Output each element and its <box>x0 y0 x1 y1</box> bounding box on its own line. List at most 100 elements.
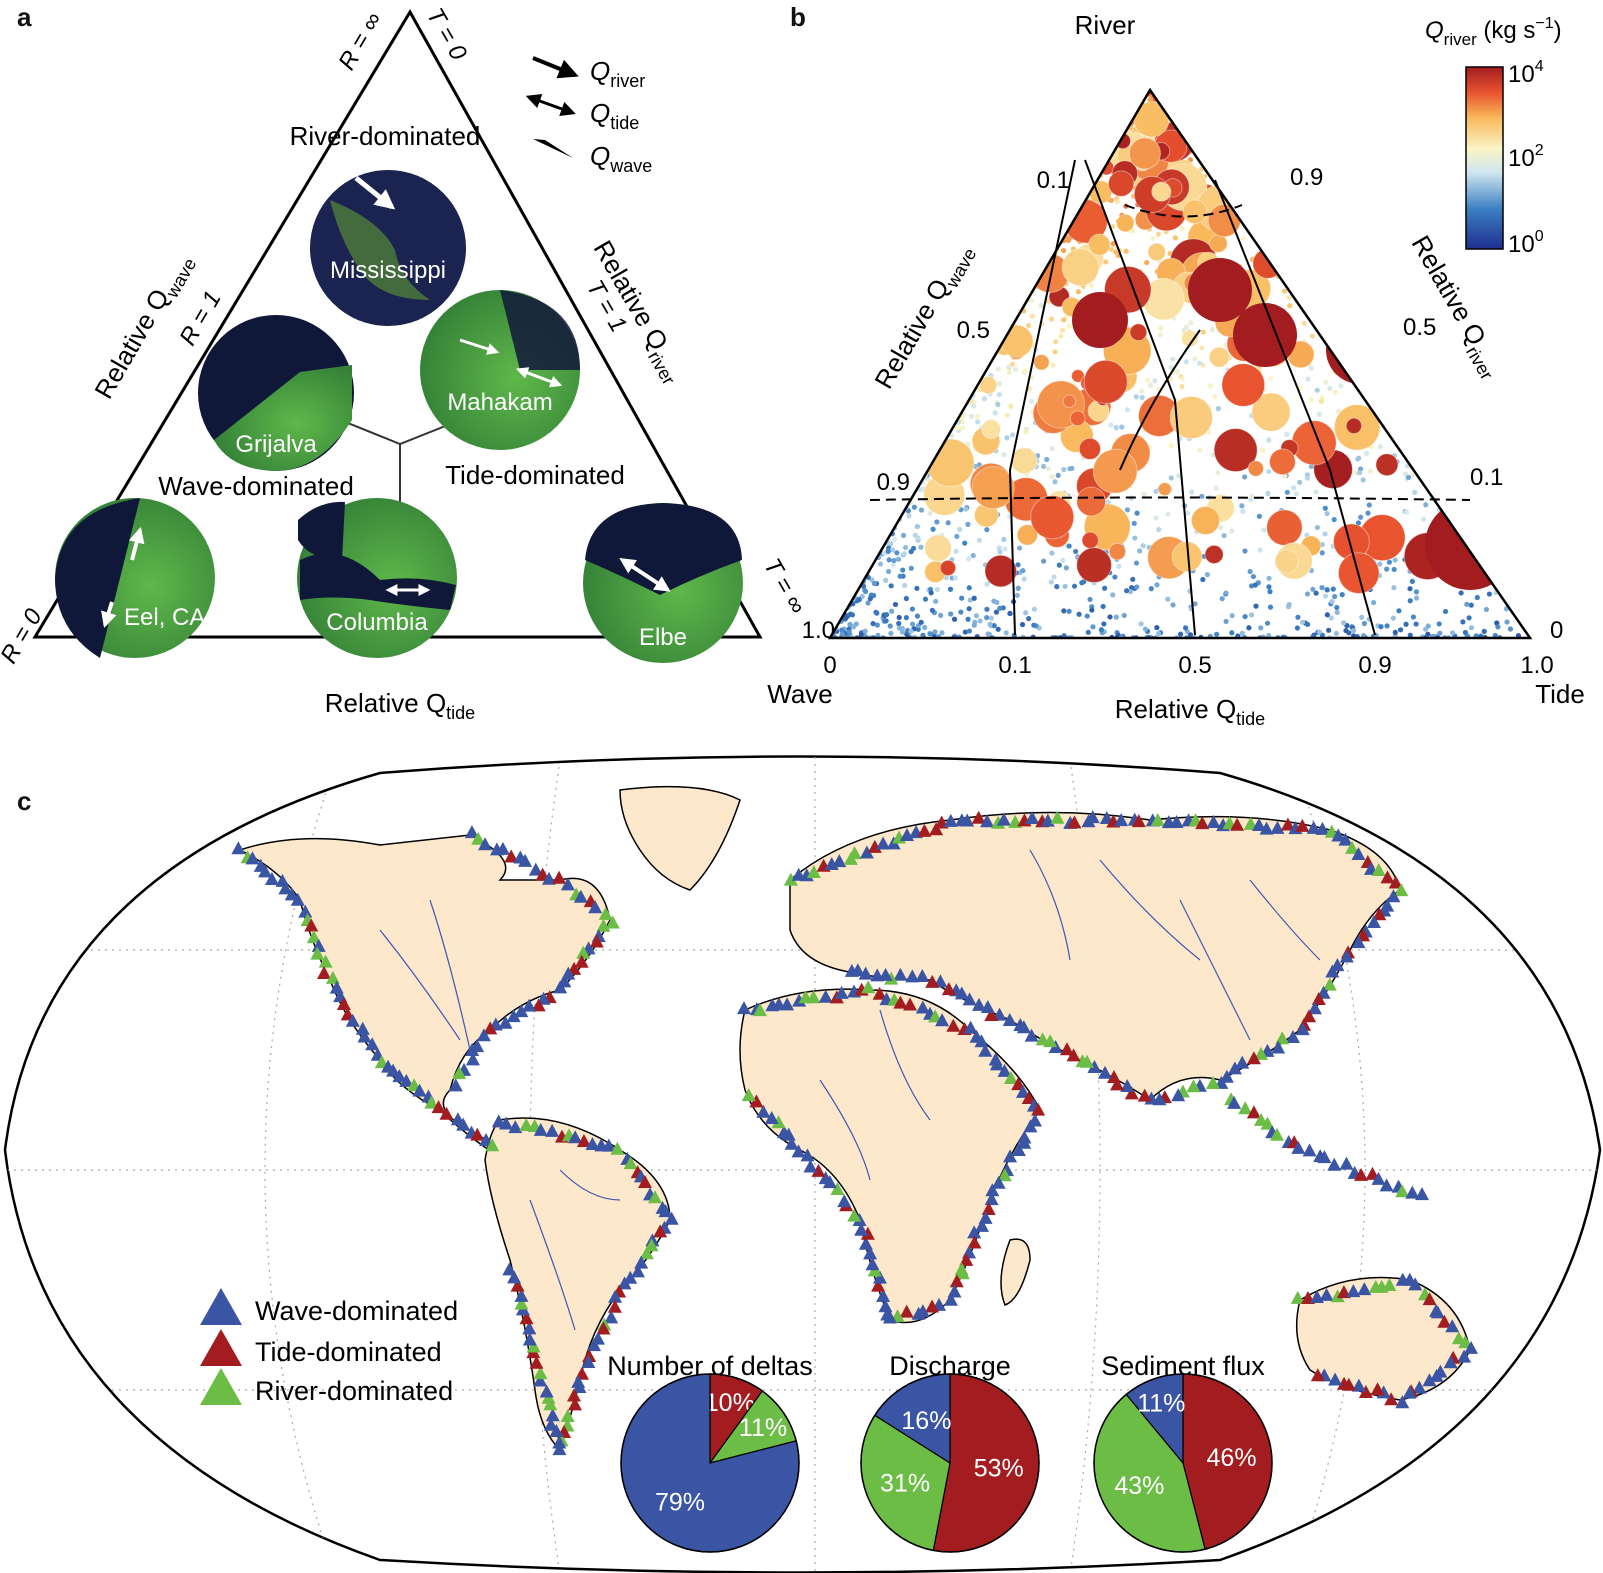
delta-marker <box>1311 991 1326 1005</box>
continents <box>238 785 1471 1452</box>
scatter-point <box>843 615 849 621</box>
scatter-point <box>1052 479 1058 485</box>
scatter-point <box>1062 394 1077 408</box>
scatter-point <box>1002 546 1008 552</box>
delta-marker <box>431 1100 446 1114</box>
corner-label-river: River <box>1075 10 1136 40</box>
delta-grijalva: Grijalva <box>198 315 354 471</box>
scatter-point <box>1410 614 1417 620</box>
panel-a: River-dominated Wave-dominated Tide-domi… <box>0 4 811 723</box>
delta-marker <box>832 854 847 868</box>
scatter-point <box>1248 493 1255 499</box>
delta-marker <box>552 870 567 884</box>
scatter-point <box>1100 603 1106 610</box>
delta-marker <box>997 1168 1012 1182</box>
delta-marker <box>980 814 995 828</box>
delta-marker <box>1290 1290 1305 1304</box>
scatter-point <box>953 548 959 554</box>
delta-marker <box>504 849 519 863</box>
scatter-point <box>1264 620 1271 626</box>
right-tick-3: 0 <box>1550 617 1563 644</box>
delta-marker <box>925 974 940 988</box>
delta-marker <box>792 993 807 1007</box>
delta-marker <box>1372 907 1387 921</box>
scatter-point <box>1377 561 1383 567</box>
delta-marker <box>1338 832 1353 846</box>
pie-label: 16% <box>901 1407 951 1435</box>
scatter-point <box>1015 562 1021 568</box>
delta-marker <box>1097 1065 1112 1079</box>
scatter-point <box>1088 282 1094 289</box>
delta-marker <box>984 1007 999 1021</box>
delta-marker <box>1339 1156 1354 1170</box>
delta-marker <box>1013 1017 1028 1031</box>
delta-marker <box>502 1262 517 1276</box>
scatter-point <box>1359 614 1365 620</box>
delta-marker <box>1395 1395 1410 1409</box>
scatter-point <box>1187 632 1194 638</box>
svg-text:Relative Qriver: Relative Qriver <box>1401 230 1510 383</box>
scatter-point <box>1219 596 1225 602</box>
right-tick-2: 0.1 <box>1470 464 1503 491</box>
delta-marker <box>476 1028 491 1042</box>
scatter-point <box>1267 604 1274 610</box>
delta-marker <box>1351 935 1366 949</box>
scatter-point <box>1142 626 1149 632</box>
scatter-point <box>1407 598 1413 604</box>
scatter-point <box>900 532 907 538</box>
delta-marker <box>1402 1385 1417 1399</box>
delta-marker <box>598 906 613 920</box>
scatter-point <box>1192 356 1198 362</box>
scatter-point <box>997 549 1003 555</box>
scatter-point <box>888 630 894 636</box>
scatter-point <box>1061 466 1067 473</box>
scatter-point <box>1182 199 1208 225</box>
scatter-point <box>1392 629 1398 635</box>
delta-marker <box>605 915 620 929</box>
delta-eel: Eel, CA <box>55 498 215 658</box>
delta-marker <box>1260 1116 1275 1130</box>
scatter-point <box>1147 382 1154 388</box>
scatter-point <box>1006 364 1012 370</box>
pie-sediment-flux: Sediment flux 46%43%11% <box>1093 1351 1273 1553</box>
scatter-point <box>1304 475 1311 481</box>
scatter-point <box>1361 620 1368 627</box>
delta-marker <box>860 1226 875 1240</box>
scatter-point <box>1247 460 1264 477</box>
scatter-point <box>1199 345 1205 351</box>
scatter-point <box>1098 627 1104 633</box>
scatter-point <box>883 618 889 624</box>
delta-marker <box>531 998 546 1012</box>
scatter-point <box>965 521 971 527</box>
scatter-point <box>1196 360 1203 366</box>
scatter-point <box>1092 448 1138 494</box>
scatter-point <box>1090 624 1096 630</box>
scatter-point <box>1397 627 1404 633</box>
scatter-point <box>918 619 924 625</box>
scatter-point <box>1170 356 1176 362</box>
scatter-point <box>984 527 990 533</box>
delta-marker <box>997 1063 1012 1077</box>
delta-marker <box>1319 1287 1334 1301</box>
scatter-point <box>981 419 1002 439</box>
delta-marker <box>925 1299 940 1313</box>
scatter-point <box>1436 621 1442 627</box>
delta-marker <box>336 996 351 1010</box>
delta-marker <box>1280 817 1295 831</box>
delta-marker <box>1317 1150 1332 1164</box>
scatter-point <box>992 410 998 416</box>
scatter-point <box>1284 431 1290 437</box>
scatter-point <box>1133 560 1140 566</box>
delta-marker <box>1295 1022 1310 1036</box>
scatter-point <box>1144 259 1150 266</box>
scatter-point <box>995 366 1001 372</box>
delta-marker <box>1238 1101 1253 1115</box>
delta-marker <box>818 989 833 1003</box>
delta-marker <box>943 1292 958 1306</box>
legend-wave-label: Wave-dominated <box>255 1296 458 1326</box>
scatter-point <box>918 507 925 513</box>
delta-marker <box>1031 1102 1046 1116</box>
delta-marker <box>1430 1305 1445 1319</box>
scatter-point <box>1168 364 1174 371</box>
scatter-point <box>1360 477 1366 483</box>
